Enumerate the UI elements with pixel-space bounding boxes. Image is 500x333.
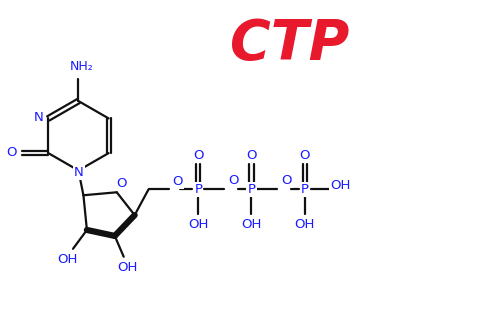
Text: P: P xyxy=(194,183,202,196)
Text: O: O xyxy=(172,175,183,188)
Text: P: P xyxy=(300,183,308,196)
Text: O: O xyxy=(193,149,203,162)
Text: N: N xyxy=(74,166,84,179)
Text: O: O xyxy=(281,174,291,187)
Text: O: O xyxy=(300,149,310,162)
Text: OH: OH xyxy=(242,217,262,230)
Text: CTP: CTP xyxy=(230,17,350,71)
Text: OH: OH xyxy=(330,179,350,192)
Text: O: O xyxy=(6,146,17,159)
Text: O: O xyxy=(228,174,238,187)
Text: OH: OH xyxy=(118,261,138,274)
Text: O: O xyxy=(246,149,256,162)
Text: OH: OH xyxy=(188,217,208,230)
Text: O: O xyxy=(116,177,126,190)
Text: OH: OH xyxy=(294,217,315,230)
Text: OH: OH xyxy=(57,253,77,266)
Text: NH₂: NH₂ xyxy=(70,60,94,73)
Text: P: P xyxy=(248,183,256,196)
Text: N: N xyxy=(34,111,43,124)
